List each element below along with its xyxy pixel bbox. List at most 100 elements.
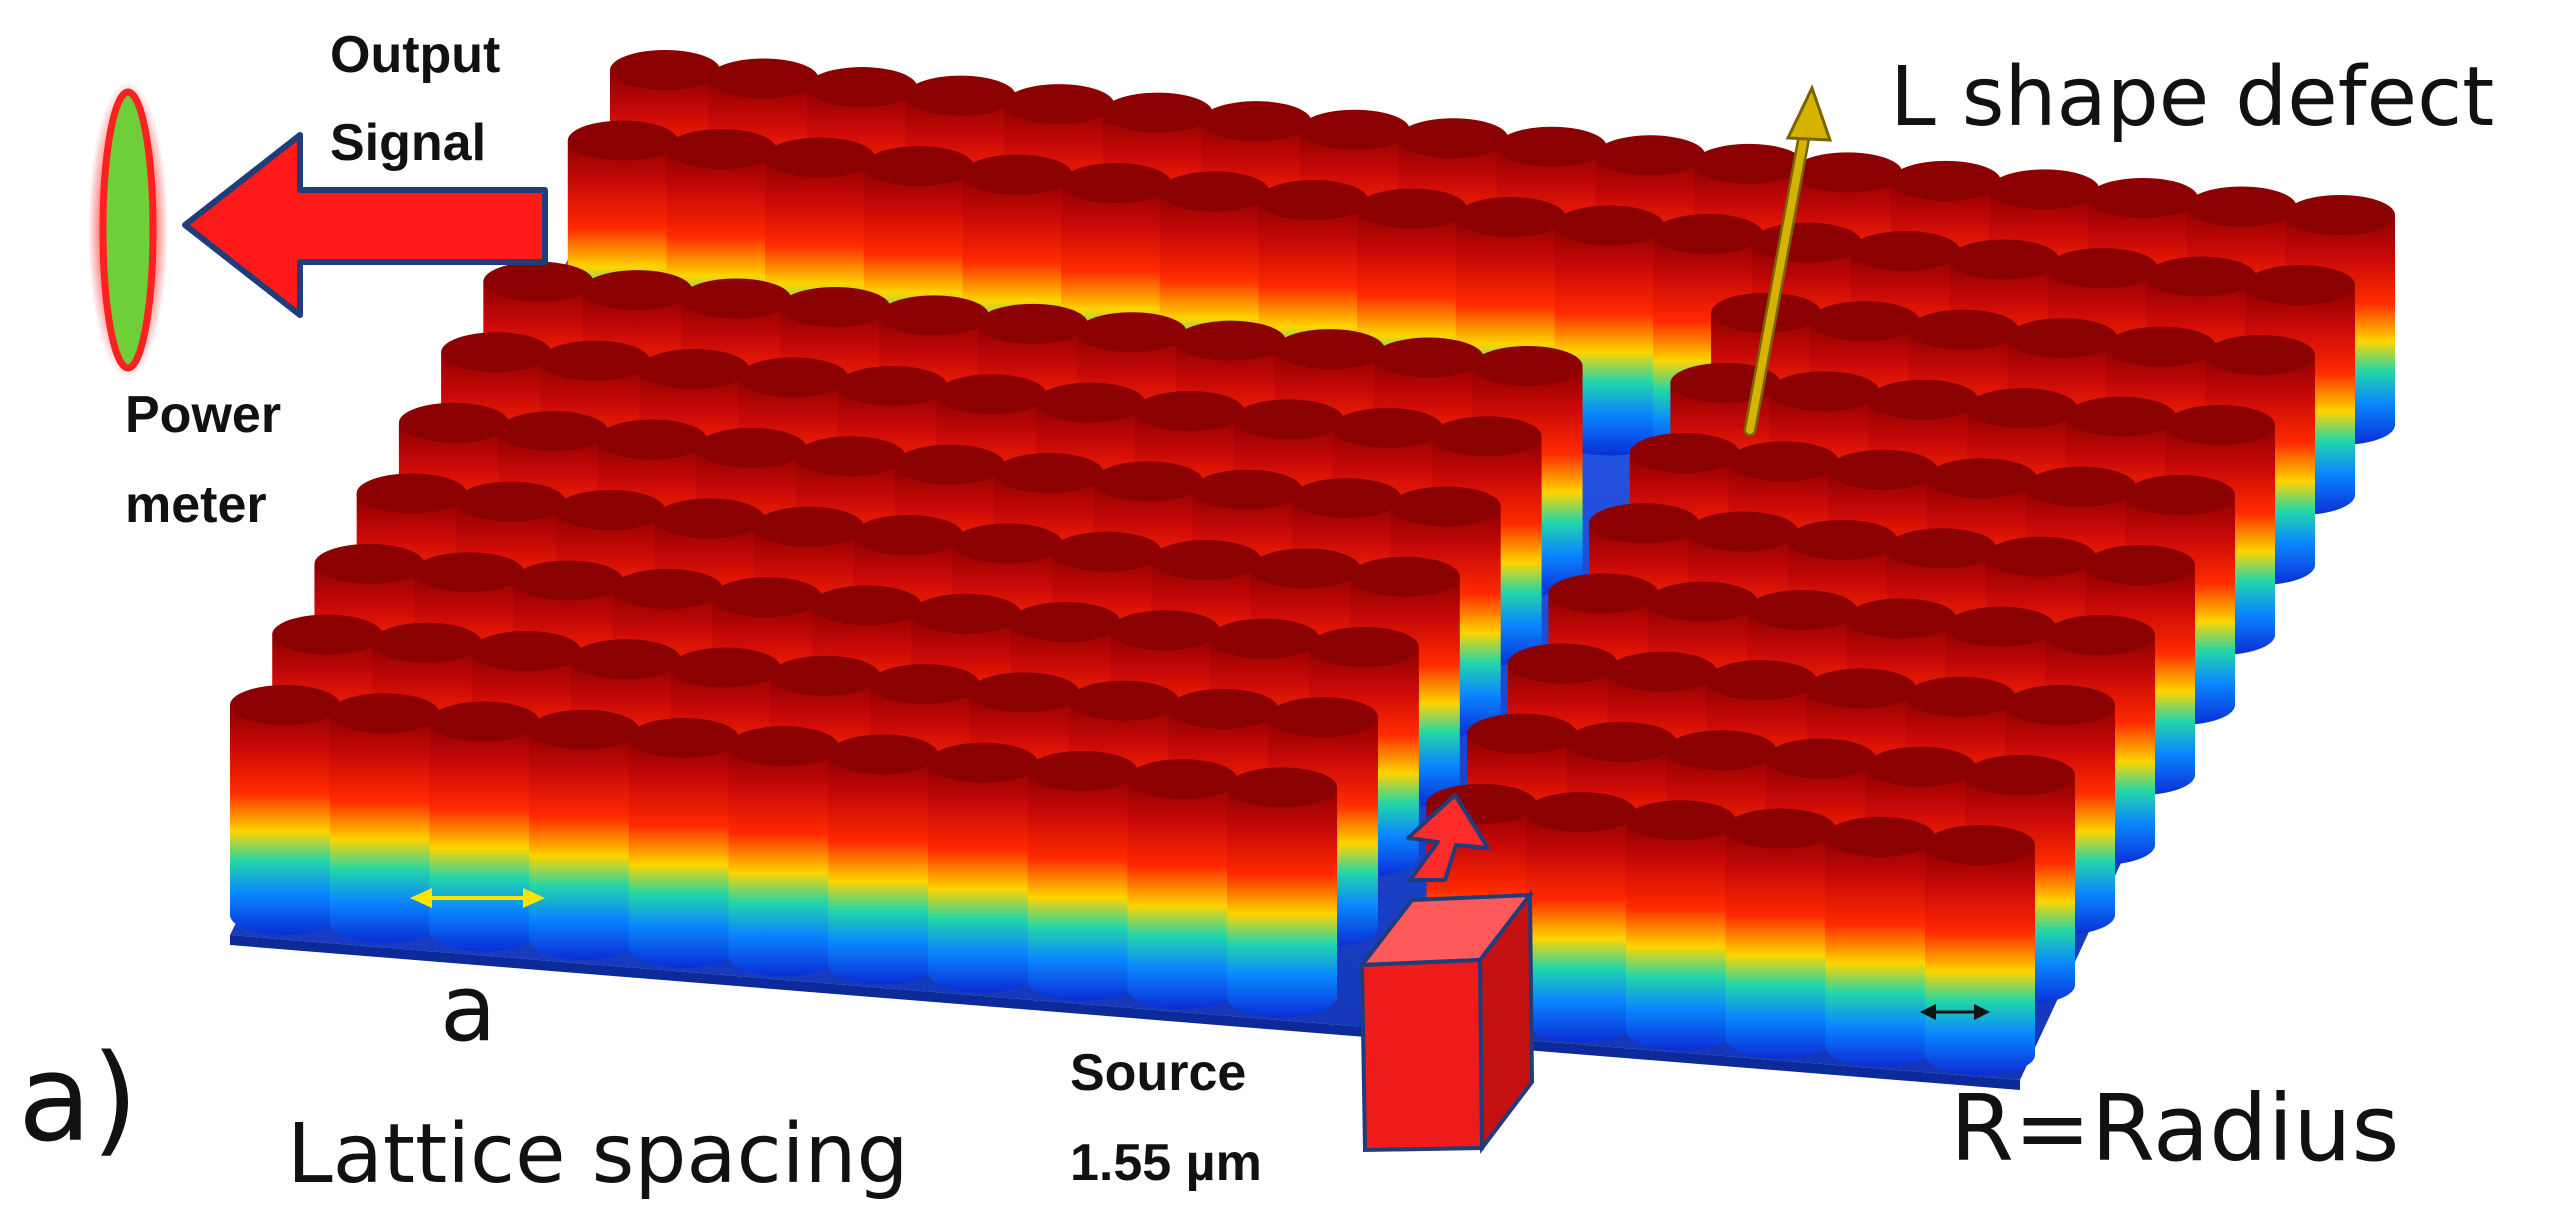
rod-top [1467,713,1578,754]
rod-top [2085,545,2195,585]
rod-body [1725,828,1836,1059]
rod-top [1926,458,2037,499]
defect-pointer-arrow [1743,84,1833,437]
rod-top [1965,755,2075,795]
rod-top [1827,449,1938,490]
rod-top [1299,109,1410,150]
rod-top [570,639,681,680]
rod-top [597,419,708,460]
radius-label: R=Radius [1950,1075,2400,1182]
rod-top [2165,405,2275,445]
rod-top [2045,615,2155,655]
rod-9-15 [1725,808,1836,1059]
rod-9-10 [1227,767,1338,1018]
rod-top [555,490,666,530]
rod-body [1526,812,1637,1043]
rod-top [894,444,1005,485]
rod-top [1093,461,1204,502]
rod-top [441,332,552,373]
spacing-symbol: a [440,955,496,1062]
rod-top [2007,318,2118,359]
rod-top [513,560,624,601]
source-box [1357,793,1535,1154]
rod-top [2146,256,2257,297]
rod-top [936,374,1047,415]
rod-top [471,630,582,671]
rod-body [429,721,540,952]
output-signal-arrow [182,132,548,318]
rod-top [1825,816,1936,857]
rod-top [1554,205,1665,246]
rod-top [1548,573,1659,614]
rod-top [1589,503,1700,544]
rod-top [1496,126,1607,167]
rod-top [398,402,509,443]
rod-top [483,261,594,302]
rod-top [356,473,467,514]
rod-top [1809,301,1920,342]
rod-top [1806,668,1917,709]
rod-top [1274,329,1385,370]
rod-body [628,737,739,968]
rod-top [977,303,1088,344]
rod-top [1010,601,1121,642]
rod-top [2285,195,2395,235]
rod-top [1595,135,1706,176]
rod-top [712,577,823,618]
rod-top [905,75,1016,116]
rod-9-9 [1127,759,1238,1010]
rod-top [1769,371,1880,412]
rod-top [2005,685,2115,725]
rod-9-17 [1925,825,2035,1075]
rod-top [1267,697,1378,738]
rod-top [329,693,440,734]
rod-body [1625,820,1736,1051]
rod-top [1787,519,1898,560]
power-meter-label-line2: meter [125,476,267,534]
rod-top [780,286,891,327]
rod-body [1925,845,2035,1075]
radius-arrow [1920,1004,1990,1020]
rod-top [1507,643,1618,684]
rod-top [1886,528,1997,569]
rod-top [1905,676,2016,717]
substrate-front-edge [230,935,2020,1090]
rod-top [230,685,340,725]
rod-top [1949,239,2060,280]
rod-top [1865,746,1976,787]
rod-top [498,411,609,452]
rod-top [1985,536,2096,577]
output-signal-label-line2: Signal [330,114,486,172]
rod-top [728,726,839,767]
rod-top [2205,335,2315,375]
rod-9-2 [429,701,540,952]
rod-top [666,129,777,170]
rod-top [1625,800,1736,841]
rod-body [728,746,839,977]
rod-top [1989,169,2100,210]
rod-top [681,278,792,319]
rod-top [811,585,922,626]
rod-top [1629,433,1740,474]
rod-top [628,717,739,758]
rod-top [828,734,939,775]
rod-top [2245,265,2355,305]
source-label-line1: Source [1070,1044,1246,1102]
rod-top [371,622,482,663]
rod-top [314,543,425,584]
rod-body [927,762,1038,993]
rod-top [540,340,651,381]
rod-top [1526,792,1637,833]
rod-top [1201,101,1312,142]
rod-top [2125,475,2235,515]
rod-9-4 [628,717,739,968]
rod-top [1967,388,2078,429]
rod-top [529,709,640,750]
spacing-label: Lattice spacing [287,1107,909,1202]
rod-top [582,270,693,311]
rod-top [2186,186,2297,227]
rod-9-0 [230,685,340,935]
rod-top [708,58,819,99]
rod-top [654,498,765,539]
